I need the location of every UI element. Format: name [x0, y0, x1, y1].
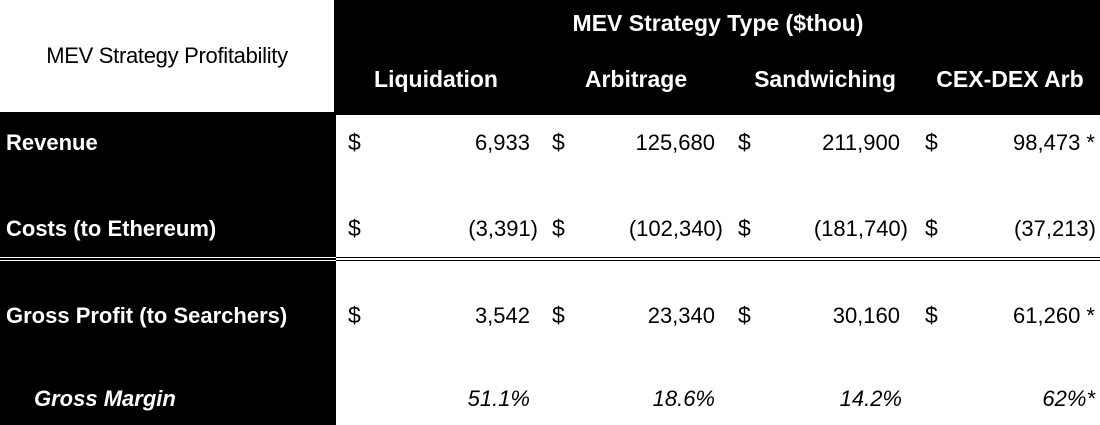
currency-symbol: $	[348, 215, 361, 241]
table-cell: (37,213)	[1014, 216, 1096, 241]
column-header-liquidation: Liquidation	[374, 66, 498, 92]
table-cell: 14.2%	[839, 386, 902, 411]
table-cell: 125,680	[635, 130, 715, 155]
table-cell: 62%*	[1042, 386, 1095, 411]
currency-symbol: $	[552, 129, 565, 155]
currency-symbol: $	[738, 215, 751, 241]
currency-symbol: $	[925, 215, 938, 241]
table-cell: 23,340	[647, 303, 715, 328]
currency-symbol: $	[925, 302, 938, 328]
table-body	[336, 115, 1100, 425]
currency-symbol: $	[552, 215, 565, 241]
currency-symbol: $	[738, 129, 751, 155]
column-header-sandwiching: Sandwiching	[754, 66, 896, 92]
table-cell: (102,340)	[628, 216, 723, 241]
currency-symbol: $	[738, 302, 751, 328]
table-cell: (3,391)	[468, 216, 538, 241]
table-cell: 98,473 *	[1013, 130, 1095, 155]
currency-symbol: $	[925, 129, 938, 155]
column-header-cex-dex-arb: CEX-DEX Arb	[936, 66, 1084, 92]
row-label-gross-margin: Gross Margin	[34, 386, 176, 411]
table-cell: 61,260 *	[1013, 303, 1095, 328]
table-cell: (181,740)	[813, 216, 908, 241]
column-header-arbitrage: Arbitrage	[584, 66, 688, 92]
row-label-revenue: Revenue	[6, 130, 98, 155]
table-cell: 6,933	[474, 130, 530, 155]
table-title: MEV Strategy Profitability	[0, 0, 334, 112]
table-cell: 30,160	[832, 303, 900, 328]
total-divider-left	[0, 257, 336, 261]
table-cell: 3,542	[474, 303, 530, 328]
currency-symbol: $	[348, 129, 361, 155]
table-cell: 211,900	[822, 130, 900, 155]
total-divider	[336, 257, 1100, 261]
table-header	[336, 0, 1100, 115]
table-cell: 18.6%	[652, 386, 715, 411]
currency-symbol: $	[552, 302, 565, 328]
row-label-gross-profit: Gross Profit (to Searchers)	[6, 303, 288, 328]
header-title: MEV Strategy Type ($thou)	[572, 10, 864, 36]
row-label-costs: Costs (to Ethereum)	[6, 216, 217, 241]
table-cell: 51.1%	[467, 386, 530, 411]
currency-symbol: $	[348, 302, 361, 328]
